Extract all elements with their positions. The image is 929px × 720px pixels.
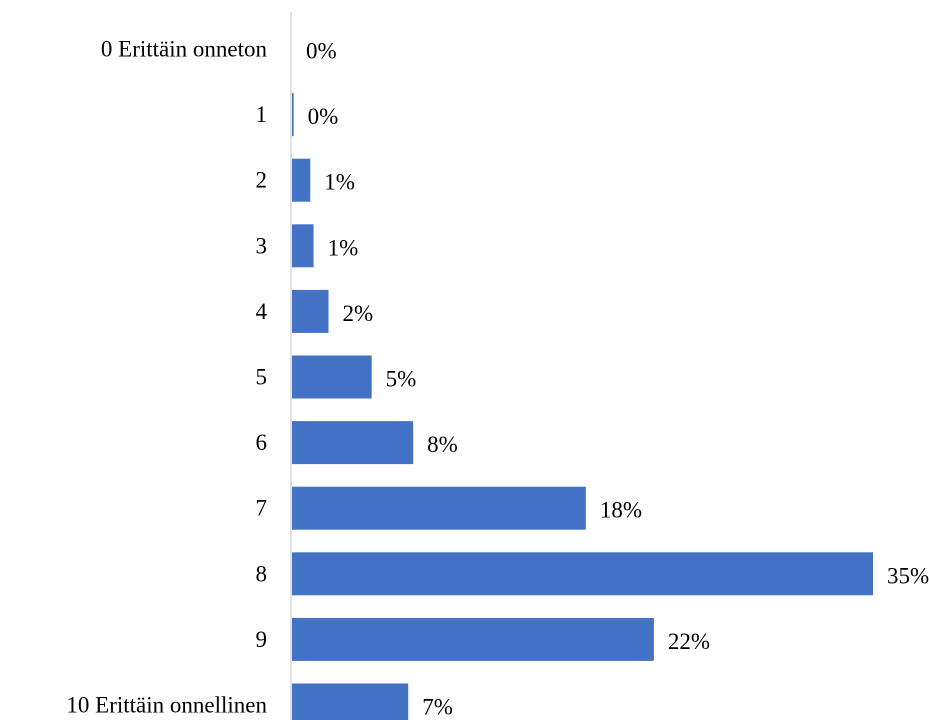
category-label-3: 3 bbox=[256, 233, 268, 258]
value-label-3: 1% bbox=[328, 235, 359, 260]
bar-1 bbox=[292, 93, 294, 137]
bar-5 bbox=[292, 355, 372, 399]
category-label-0: 0 Erittäin onneton bbox=[101, 37, 268, 62]
bar-8 bbox=[292, 552, 873, 596]
bar-10 bbox=[292, 683, 409, 720]
category-label-8: 8 bbox=[256, 561, 268, 586]
category-label-4: 4 bbox=[256, 299, 268, 324]
category-label-6: 6 bbox=[256, 430, 268, 455]
value-label-0: 0% bbox=[306, 39, 337, 64]
value-label-4: 2% bbox=[343, 301, 374, 326]
bars-group bbox=[292, 93, 873, 720]
value-labels-group: 0% 0% 1% 1% 2% 5% 8% 18% 35% 22% 7% bbox=[306, 39, 929, 720]
value-label-1: 0% bbox=[308, 104, 339, 129]
category-label-10: 10 Erittäin onnellinen bbox=[66, 693, 267, 718]
value-label-2: 1% bbox=[324, 170, 355, 195]
category-label-1: 1 bbox=[256, 102, 268, 127]
value-label-5: 5% bbox=[386, 367, 417, 392]
bar-4 bbox=[292, 289, 329, 333]
category-label-2: 2 bbox=[256, 168, 268, 193]
bar-9 bbox=[292, 617, 654, 661]
value-label-8: 35% bbox=[887, 563, 929, 588]
category-label-9: 9 bbox=[256, 627, 268, 652]
category-label-5: 5 bbox=[256, 365, 268, 390]
value-label-10: 7% bbox=[422, 695, 453, 720]
bar-2 bbox=[292, 158, 311, 202]
bar-7 bbox=[292, 486, 586, 530]
value-label-9: 22% bbox=[668, 629, 710, 654]
category-label-7: 7 bbox=[256, 496, 268, 521]
category-labels-group: 0 Erittäin onneton 1 2 3 4 5 6 7 8 9 10 Erittäin o… bbox=[66, 37, 267, 718]
bar-3 bbox=[292, 224, 314, 268]
value-label-7: 18% bbox=[600, 498, 642, 523]
value-label-6: 8% bbox=[427, 432, 458, 457]
bar-6 bbox=[292, 421, 414, 465]
